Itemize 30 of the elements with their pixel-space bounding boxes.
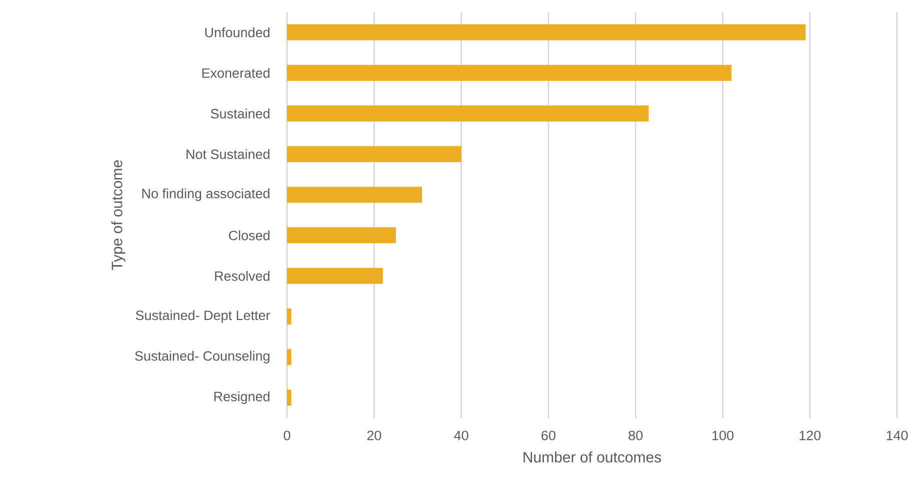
bar xyxy=(287,24,806,40)
x-tick-label: 20 xyxy=(367,430,382,440)
bar xyxy=(287,349,292,366)
y-tick-label: Not Sustained xyxy=(186,149,270,160)
bar xyxy=(287,308,292,325)
bar xyxy=(287,390,292,406)
y-tick-label: Sustained- Dept Letter xyxy=(136,310,270,323)
y-tick-label: Unfounded xyxy=(205,27,270,38)
y-tick-label: Sustained xyxy=(210,108,270,118)
bar xyxy=(287,227,396,244)
x-tick-label: 140 xyxy=(886,430,908,440)
x-axis-title: Number of outcomes xyxy=(524,451,662,462)
x-tick-label: 40 xyxy=(454,430,468,440)
y-tick-label: Sustained- Counseling xyxy=(135,350,270,364)
y-axis-title: Type of outcome xyxy=(111,160,126,270)
y-tick-label: Resigned xyxy=(214,391,270,404)
y-tick-label: Exonerated xyxy=(202,68,270,78)
x-tick-label: 100 xyxy=(712,430,734,440)
y-tick-label: No finding associated xyxy=(142,188,270,201)
bar xyxy=(287,106,649,122)
bar xyxy=(287,64,732,81)
x-tick-label: 120 xyxy=(800,430,821,440)
x-tick-label: 80 xyxy=(628,430,643,440)
bar xyxy=(287,186,422,203)
y-tick-label: Resolved xyxy=(215,270,270,281)
x-tick-label: 0 xyxy=(284,430,290,440)
x-tick-label: 60 xyxy=(542,430,556,440)
y-tick-label: Closed xyxy=(228,230,270,240)
bar xyxy=(287,268,383,284)
bar xyxy=(287,146,462,162)
